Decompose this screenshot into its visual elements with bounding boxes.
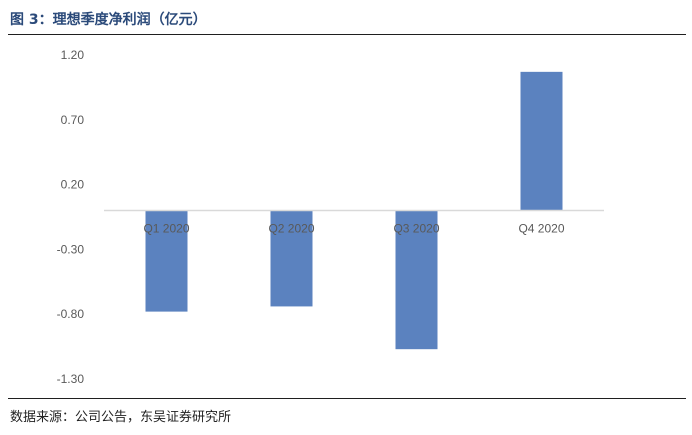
figure-title: 图 3：理想季度净利润（亿元） (10, 12, 207, 28)
top-rule (8, 34, 686, 35)
source-note: 数据来源：公司公告，东吴证券研究所 (10, 410, 232, 425)
bar (145, 210, 188, 312)
bottom-rule (8, 398, 686, 399)
y-tick-label: 0.20 (61, 178, 85, 192)
x-tick-label: Q3 2020 (393, 222, 439, 236)
y-tick-label: -1.30 (57, 372, 85, 386)
x-tick-label: Q1 2020 (143, 222, 189, 236)
x-tick-label: Q2 2020 (268, 222, 314, 236)
y-tick-label: -0.30 (57, 242, 85, 256)
y-tick-label: -0.80 (57, 307, 85, 321)
bar (520, 71, 563, 211)
bar-chart: 1.20 0.70 0.20 -0.30 -0.80 -1.30 Q1 2020 Q2 202… (57, 48, 604, 386)
y-tick-label: 0.70 (61, 113, 85, 127)
x-tick-label: Q4 2020 (518, 222, 564, 236)
y-tick-label: 1.20 (61, 48, 85, 62)
bar (270, 210, 313, 307)
bar (395, 210, 438, 350)
